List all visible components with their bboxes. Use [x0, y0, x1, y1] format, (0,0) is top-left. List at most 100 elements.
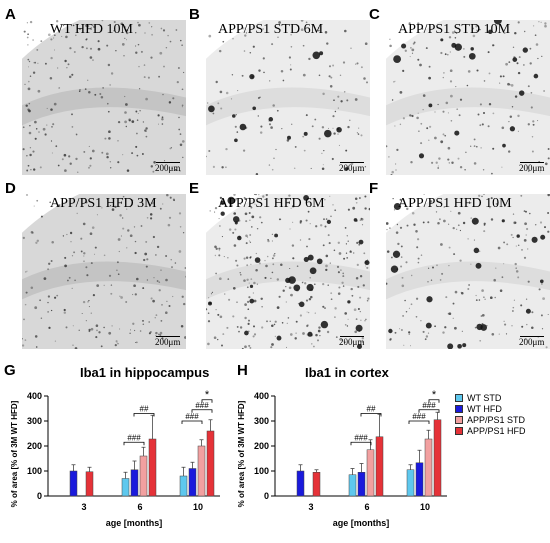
chart-legend: WT STD WT HFD APP/PS1 STD APP/PS1 HFD [455, 392, 526, 436]
bar [424, 438, 433, 497]
significance-bracket [418, 409, 440, 413]
y-axis-label: % of area [% of 3M WT HFD] [237, 400, 246, 507]
micrograph-title-a: WT HFD 10M [50, 22, 133, 37]
legend-item: WT HFD [455, 403, 526, 414]
bar [69, 470, 78, 497]
micrograph-f: APP/PS1 HFD 10M 200μm [386, 194, 550, 349]
legend-swatch [455, 393, 463, 402]
legend-swatch [455, 404, 463, 413]
legend-item: APP/PS1 HFD [455, 425, 526, 436]
y-tick-label: 100 [27, 466, 42, 476]
x-tick-label: 6 [364, 502, 369, 512]
scale-label: 200μm [155, 163, 181, 173]
micrograph-a: WT HFD 10M 200μm [22, 20, 186, 175]
panel-label-c: C [369, 6, 380, 23]
significance-bracket [408, 420, 430, 424]
legend-item: WT STD [455, 392, 526, 403]
significance-bracket [181, 420, 203, 424]
micrograph-b: APP/PS1 STD 6M 200μm [206, 20, 370, 175]
scale-bar [340, 162, 364, 163]
significance-label: * [205, 389, 210, 401]
scale-label: 200μm [519, 163, 545, 173]
micrograph-d: APP/PS1 HFD 3M 200μm [22, 194, 186, 349]
micrograph-title-d: APP/PS1 HFD 3M [50, 196, 157, 211]
significance-bracket [191, 409, 213, 413]
y-tick-label: 200 [27, 441, 42, 451]
x-tick-label: 3 [308, 502, 313, 512]
x-axis-label: age [months] [333, 518, 390, 528]
significance-label: ### [354, 433, 368, 442]
scale-bar [156, 336, 180, 337]
bar [206, 430, 215, 497]
significance-label: ### [185, 412, 199, 421]
bar [188, 468, 197, 497]
y-tick-label: 0 [264, 491, 269, 501]
chart-hippocampus: 0 100 200 300 400 % of area [% of 3M WT HFD] 3… [10, 389, 220, 528]
significance-label: ## [140, 405, 149, 414]
panel-label-e: E [189, 180, 200, 197]
significance-bracket [360, 413, 382, 417]
scale-bar [520, 162, 544, 163]
bar [148, 438, 157, 497]
y-tick-label: 100 [254, 466, 269, 476]
chart-title-cortex: Iba1 in cortex [305, 365, 389, 380]
significance-bracket [350, 441, 372, 446]
x-tick-label: 6 [137, 502, 142, 512]
y-tick-label: 400 [27, 391, 42, 401]
micrograph-title-b: APP/PS1 STD 6M [218, 22, 324, 37]
panel-label-a: A [5, 6, 16, 23]
legend-label: APP/PS1 HFD [467, 425, 526, 436]
significance-label: ### [127, 433, 141, 442]
bar [366, 449, 375, 497]
panel-label-d: D [5, 180, 16, 197]
scale-bar [520, 336, 544, 337]
legend-label: WT STD [467, 392, 502, 403]
bar [433, 419, 442, 497]
micrograph-c: APP/PS1 STD 10M 200μm [386, 20, 550, 175]
micrograph-title-e: APP/PS1 HFD 6M [218, 196, 325, 211]
significance-bracket [201, 399, 213, 403]
bar [130, 469, 139, 497]
significance-label: ### [195, 401, 209, 410]
significance-label: * [432, 389, 437, 401]
chart-cortex: 0 100 200 300 400 % of area [% of 3M WT HFD] 3… [237, 389, 447, 528]
scale-label: 200μm [155, 337, 181, 347]
scale-bar [156, 162, 180, 163]
scale-label: 200μm [339, 163, 365, 173]
x-tick-label: 10 [193, 502, 203, 512]
legend-label: WT HFD [467, 403, 502, 414]
y-tick-label: 200 [254, 441, 269, 451]
scale-label: 200μm [519, 337, 545, 347]
y-tick-label: 300 [254, 416, 269, 426]
y-axis-label: % of area [% of 3M WT HFD] [10, 400, 19, 507]
bar [139, 455, 148, 497]
legend-item: APP/PS1 STD [455, 414, 526, 425]
micrograph-title-f: APP/PS1 HFD 10M [398, 196, 512, 211]
panel-label-g: G [4, 362, 16, 379]
x-tick-label: 10 [420, 502, 430, 512]
legend-label: APP/PS1 STD [467, 414, 526, 425]
bar [121, 478, 130, 497]
micrograph-e: APP/PS1 HFD 6M 200μm [206, 194, 370, 349]
y-tick-label: 400 [254, 391, 269, 401]
legend-swatch [455, 415, 463, 424]
scale-label: 200μm [339, 337, 365, 347]
bar [348, 474, 357, 497]
significance-label: ## [367, 405, 376, 414]
bar [312, 472, 321, 497]
bar [415, 462, 424, 497]
y-tick-label: 300 [27, 416, 42, 426]
panel-label-b: B [189, 6, 200, 23]
x-axis-label: age [months] [106, 518, 163, 528]
scale-bar [340, 336, 364, 337]
panel-label-h: H [237, 362, 248, 379]
significance-bracket [133, 413, 155, 417]
panel-label-f: F [369, 180, 379, 197]
y-tick-label: 0 [37, 491, 42, 501]
bar [85, 471, 94, 497]
x-tick-label: 3 [81, 502, 86, 512]
bar [357, 472, 366, 497]
bar [197, 445, 206, 497]
micrograph-title-c: APP/PS1 STD 10M [398, 22, 511, 37]
bar [179, 475, 188, 497]
